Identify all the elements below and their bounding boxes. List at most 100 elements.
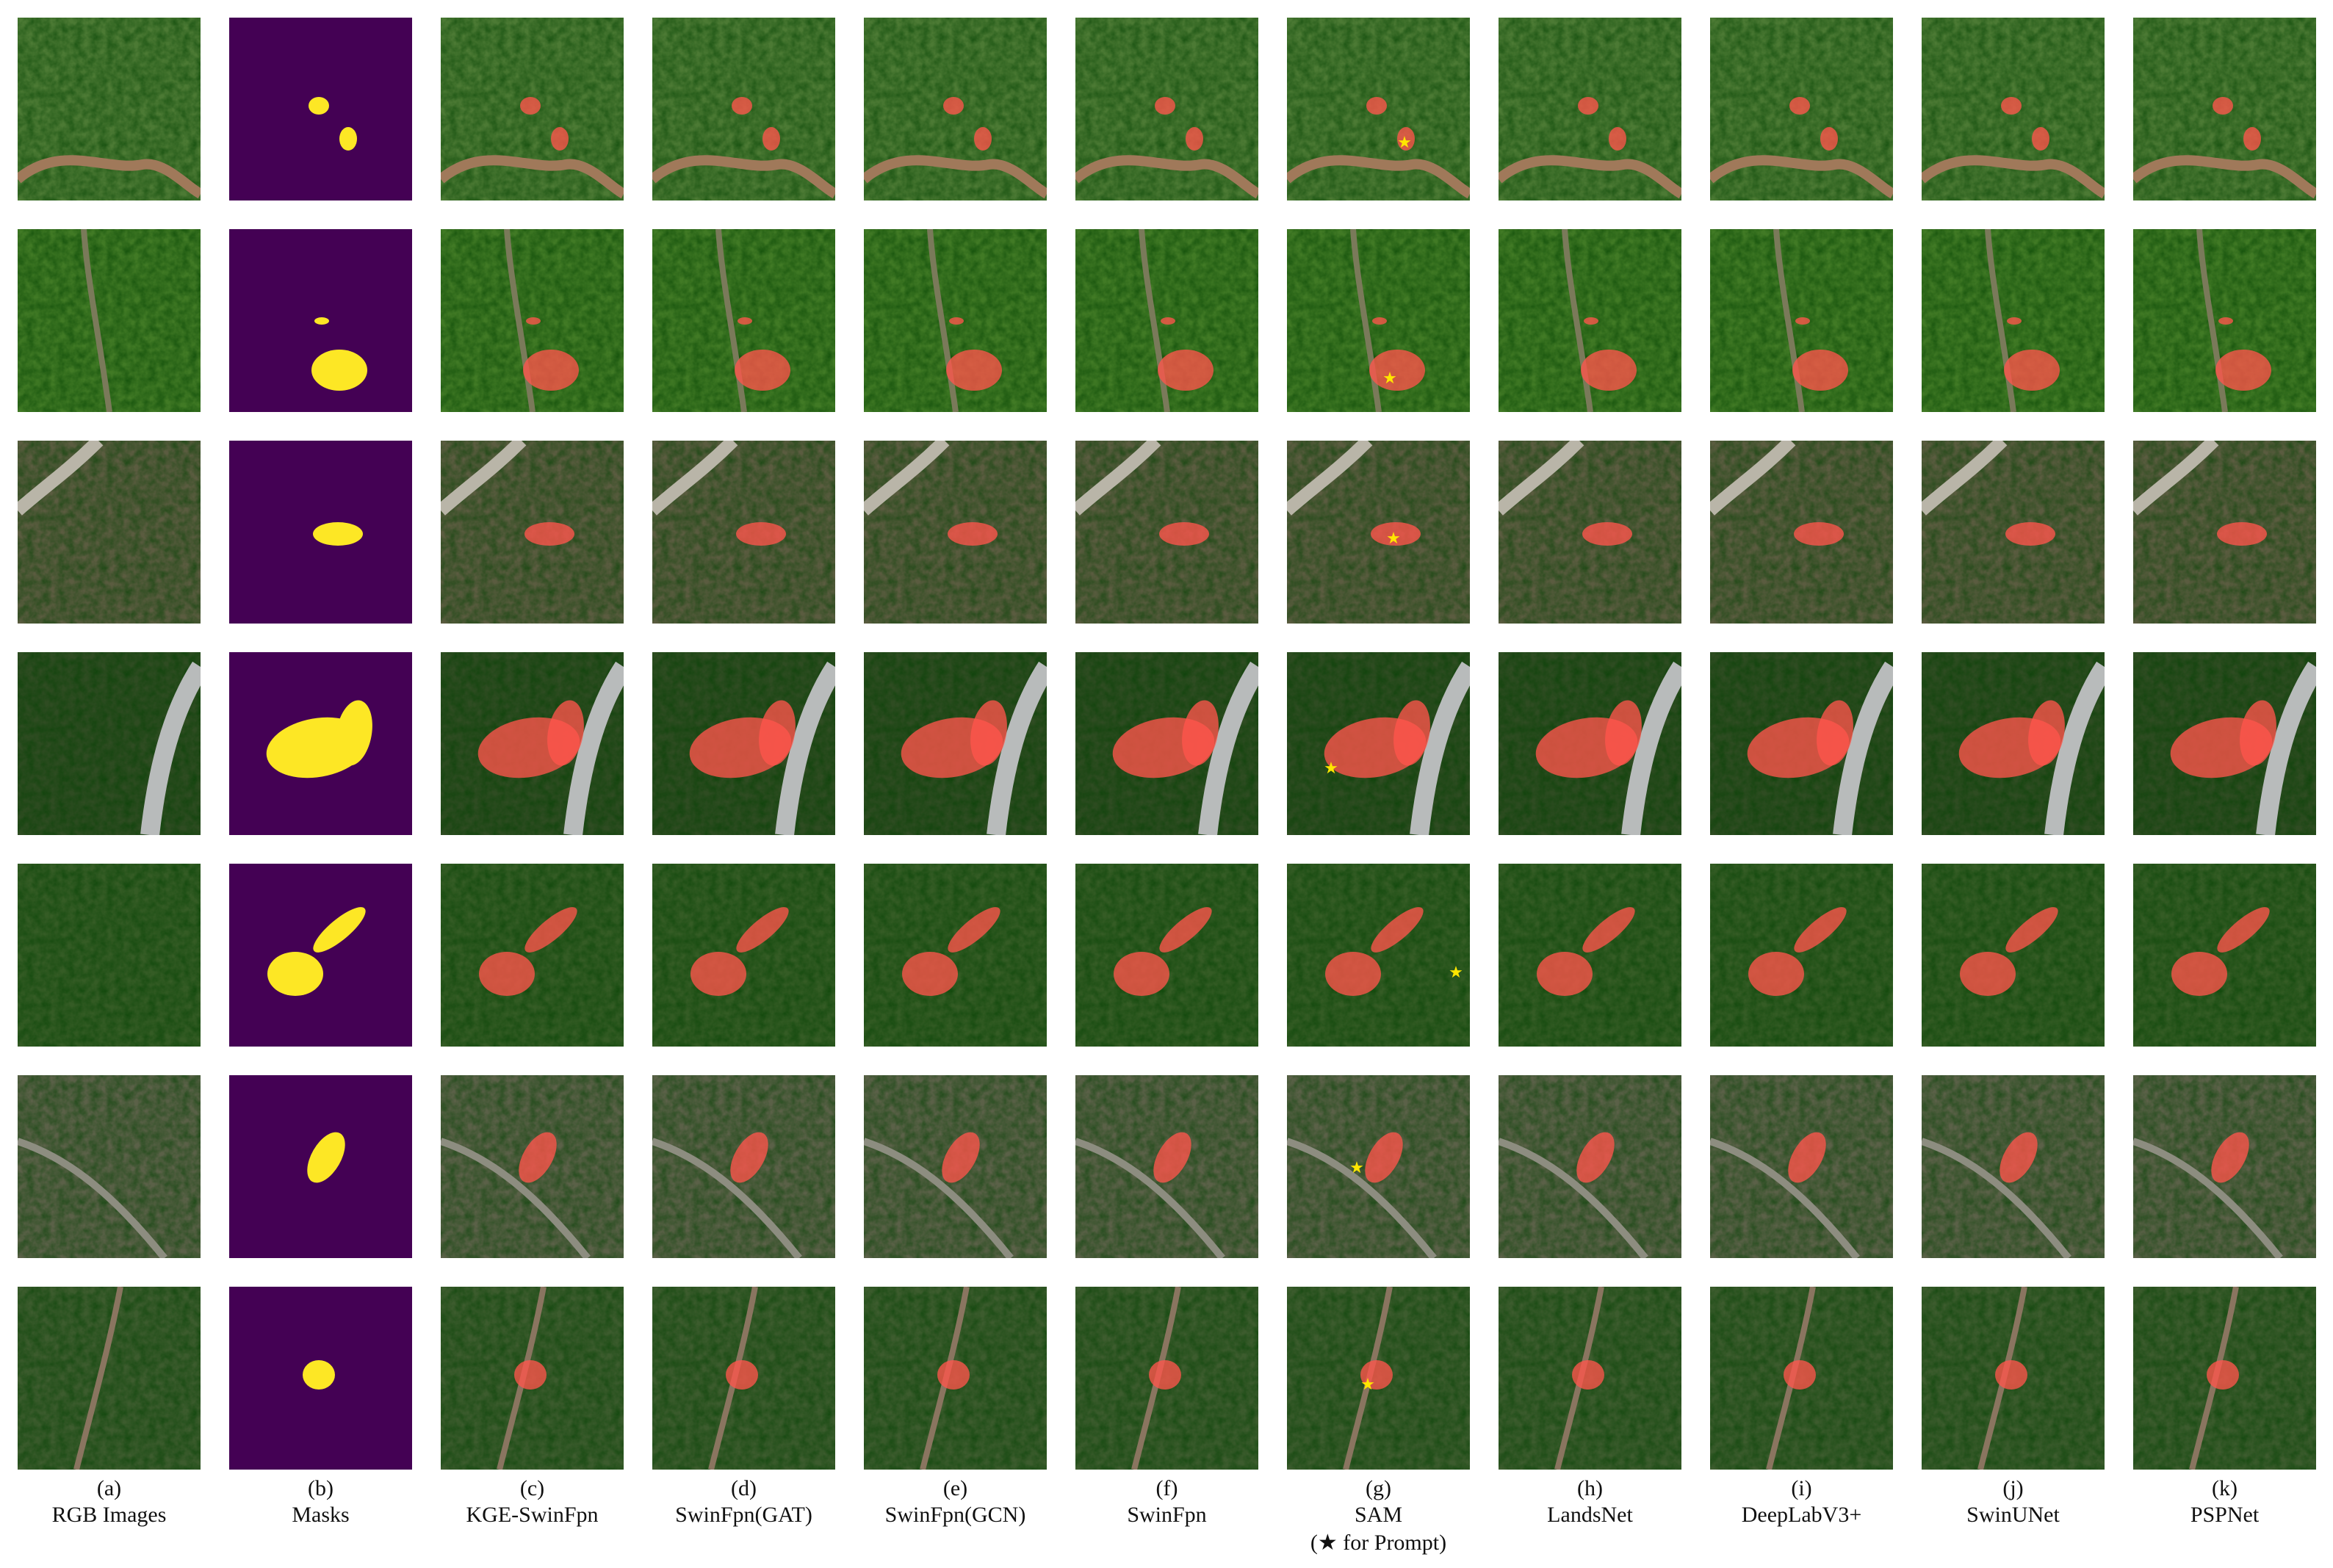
predicted-region — [1995, 1360, 2027, 1390]
prediction-tile — [441, 652, 624, 835]
tile-content — [864, 441, 1047, 624]
prediction-tile — [864, 864, 1047, 1047]
predicted-region — [2028, 700, 2065, 766]
road — [1198, 661, 1258, 835]
prediction-tile — [1075, 652, 1258, 835]
image-texture — [18, 864, 201, 1047]
road — [864, 441, 950, 516]
prediction-tile — [864, 229, 1047, 412]
tile-content — [2133, 652, 2316, 835]
prediction-tile — [652, 1287, 835, 1470]
rgb-tile — [18, 1075, 201, 1258]
predicted-region — [1155, 97, 1175, 115]
tile-content — [864, 652, 1047, 835]
tile-content — [652, 652, 835, 835]
prediction-tile: ★ — [1287, 18, 1470, 200]
predicted-region — [1795, 317, 1810, 325]
tile-content — [1710, 1287, 1893, 1470]
predicted-region — [1397, 127, 1415, 151]
prompt-star: ★ — [1449, 963, 1463, 981]
mask-region — [311, 350, 367, 391]
road — [441, 441, 527, 516]
road — [864, 1138, 1014, 1258]
road — [652, 155, 835, 199]
predicted-region — [970, 700, 1007, 766]
prediction-tile — [864, 18, 1047, 200]
predicted-region — [524, 522, 574, 546]
prediction-tile: ★ — [1287, 1287, 1470, 1470]
tile-content — [229, 652, 412, 835]
tile-content — [2133, 18, 2316, 200]
predicted-region — [479, 952, 535, 996]
prediction-tile — [441, 1075, 624, 1258]
predicted-region — [946, 350, 1002, 391]
road — [1710, 1138, 1860, 1258]
predicted-region — [948, 907, 1000, 953]
predicted-region — [1369, 350, 1425, 391]
prompt-star: ★ — [1397, 133, 1412, 151]
column-name: LandsNet — [1547, 1503, 1633, 1527]
prediction-tile — [864, 1287, 1047, 1470]
mask-tile — [229, 229, 412, 412]
predicted-region — [1114, 952, 1169, 996]
road — [1621, 661, 1681, 835]
tile-content — [18, 652, 201, 835]
predicted-region — [2007, 317, 2022, 325]
tile-content: ★ — [1287, 229, 1470, 412]
predicted-region — [1960, 952, 2016, 996]
predicted-region — [738, 317, 752, 325]
column-letter: (h) — [1577, 1476, 1603, 1500]
predicted-region — [1581, 350, 1637, 391]
prediction-tile — [1075, 864, 1258, 1047]
image-texture — [1075, 864, 1258, 1047]
predicted-region — [2218, 317, 2233, 325]
prediction-tile — [1499, 229, 1681, 412]
tile-content — [1075, 864, 1258, 1047]
tile-content — [1075, 229, 1258, 412]
predicted-region — [2001, 97, 2022, 115]
prediction-tile — [1710, 1075, 1893, 1258]
road — [1075, 441, 1161, 516]
predicted-region — [937, 1360, 970, 1390]
tile-content: ★ — [1287, 441, 1470, 624]
prompt-star: ★ — [1324, 759, 1338, 777]
road — [987, 661, 1047, 835]
rgb-tile — [18, 18, 201, 200]
prediction-tile — [1710, 18, 1893, 200]
prediction-tile — [1499, 652, 1681, 835]
tile-content — [441, 1287, 624, 1470]
tile-content — [1922, 229, 2105, 412]
road — [18, 1138, 167, 1258]
predicted-region — [1159, 907, 1212, 953]
prediction-tile — [2133, 864, 2316, 1047]
tile-content — [441, 441, 624, 624]
road — [864, 155, 1047, 199]
tile-content — [441, 18, 624, 200]
road — [775, 661, 835, 835]
road — [2044, 661, 2105, 835]
road — [1499, 1138, 1648, 1258]
predicted-region — [1153, 1132, 1191, 1183]
prediction-tile — [1922, 441, 2105, 624]
column-name: SwinFpn(GCN) — [885, 1503, 1026, 1527]
predicted-region — [1820, 127, 1838, 151]
rgb-tile — [18, 229, 201, 412]
tile-content — [18, 1075, 201, 1258]
column-letter: (g) — [1366, 1476, 1391, 1500]
predicted-region — [1325, 952, 1381, 996]
tile-content — [1922, 864, 2105, 1047]
mask-tile — [229, 652, 412, 835]
prediction-tile — [652, 864, 835, 1047]
road — [1922, 1138, 2071, 1258]
predicted-region — [1186, 127, 1203, 151]
prediction-tile — [1922, 229, 2105, 412]
predicted-region — [1161, 317, 1175, 325]
tile-content — [1075, 441, 1258, 624]
prediction-tile — [1922, 1075, 2105, 1258]
tile-content — [229, 18, 412, 200]
predicted-region — [1582, 522, 1632, 546]
predicted-region — [2171, 952, 2227, 996]
column-letter: (j) — [2002, 1476, 2023, 1500]
predicted-region — [736, 907, 789, 953]
